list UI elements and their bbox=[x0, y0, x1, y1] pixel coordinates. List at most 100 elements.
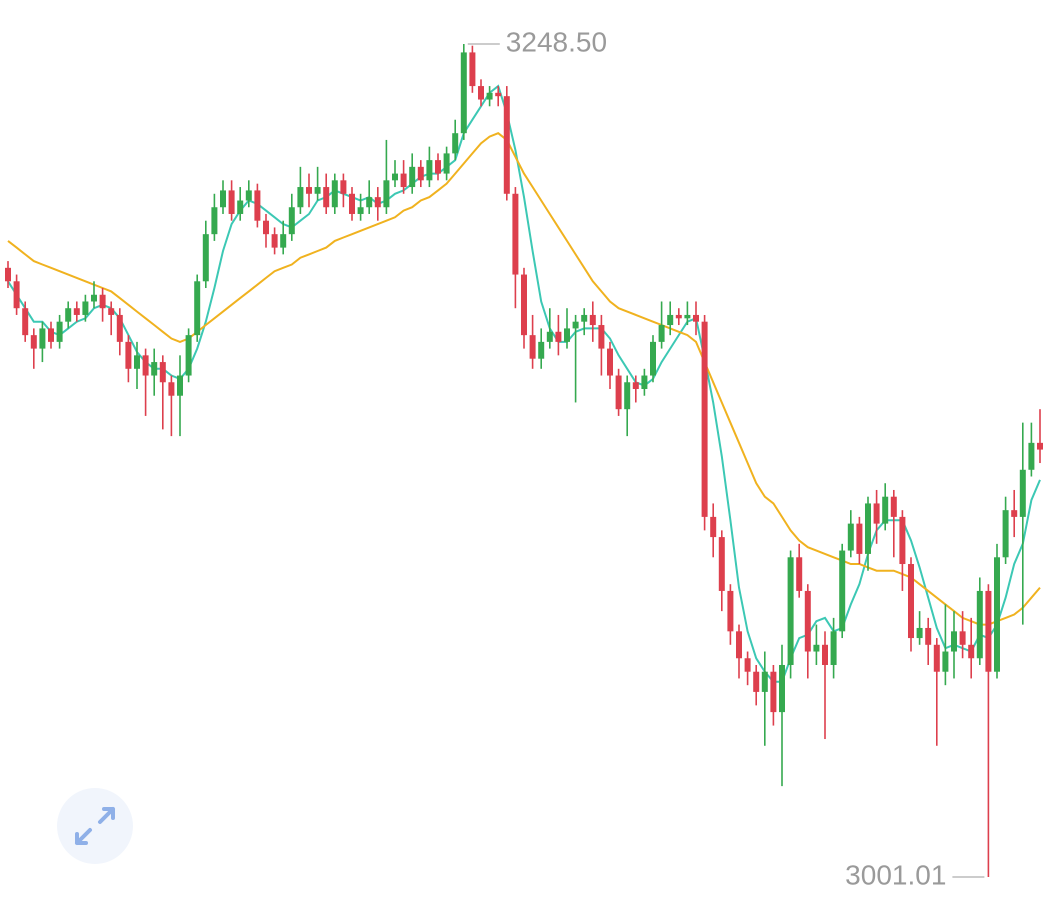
candle-body bbox=[572, 321, 579, 329]
candle-body bbox=[1002, 510, 1009, 558]
candle-body bbox=[177, 375, 183, 396]
candle-body bbox=[56, 321, 63, 342]
candle-body bbox=[99, 294, 106, 309]
candle-body bbox=[976, 590, 983, 659]
candle-body bbox=[693, 314, 699, 322]
candle-body bbox=[546, 331, 553, 342]
candle-body bbox=[417, 166, 424, 181]
candle-body bbox=[263, 220, 269, 235]
candle-body bbox=[1037, 442, 1043, 450]
candle-body bbox=[194, 281, 201, 336]
candle-body bbox=[1011, 510, 1018, 517]
candle-body bbox=[744, 658, 751, 672]
candle-body bbox=[443, 153, 450, 174]
candle-body bbox=[392, 173, 398, 181]
candle-body bbox=[478, 86, 484, 100]
candle-body bbox=[65, 308, 72, 322]
expand-button[interactable] bbox=[57, 788, 133, 864]
candle-body bbox=[82, 301, 89, 315]
candle-body bbox=[813, 644, 820, 652]
candle-body bbox=[589, 314, 596, 326]
candle-body bbox=[942, 651, 949, 672]
candle-body bbox=[632, 382, 639, 389]
candle-body bbox=[323, 187, 330, 208]
candle-body bbox=[288, 207, 295, 235]
candle-body bbox=[211, 207, 218, 235]
candle-body bbox=[727, 590, 734, 632]
candle-body bbox=[495, 92, 502, 97]
candle-body bbox=[882, 496, 889, 524]
candle-body bbox=[718, 537, 725, 591]
candle-body bbox=[314, 187, 321, 194]
candle-body bbox=[220, 190, 226, 208]
candle-body bbox=[452, 133, 459, 154]
annotation-label: 3001.01 bbox=[845, 859, 946, 890]
candle-body bbox=[435, 160, 441, 174]
candle-body bbox=[658, 325, 665, 342]
candle-body bbox=[916, 627, 923, 639]
candle-body bbox=[856, 523, 863, 554]
candle-body bbox=[331, 180, 338, 208]
candle-body bbox=[830, 631, 837, 665]
candle-body bbox=[22, 308, 29, 336]
candle-body bbox=[822, 644, 828, 665]
candle-body bbox=[890, 496, 897, 517]
candle-body bbox=[1028, 442, 1035, 470]
candle-body bbox=[951, 631, 957, 652]
candle-body bbox=[675, 314, 682, 319]
candle-body bbox=[684, 314, 691, 319]
candle-body bbox=[598, 325, 605, 349]
candle-body bbox=[555, 331, 562, 342]
candle-body bbox=[710, 516, 717, 538]
candle-body bbox=[357, 207, 364, 214]
expand-button-bg bbox=[57, 788, 133, 864]
candle-body bbox=[529, 335, 536, 359]
candle-body bbox=[753, 671, 760, 692]
candle-body bbox=[521, 274, 527, 336]
candle-body bbox=[39, 328, 46, 349]
candle-body bbox=[968, 644, 975, 659]
candle-body bbox=[125, 341, 132, 369]
candle-body bbox=[228, 190, 235, 214]
annotation-label: 3248.50 bbox=[506, 26, 607, 57]
candle-body bbox=[796, 557, 803, 591]
candle-body bbox=[1019, 469, 1026, 517]
candle-body bbox=[538, 341, 545, 359]
candle-body bbox=[486, 92, 493, 100]
candle-body bbox=[839, 550, 846, 632]
candle-body bbox=[761, 671, 768, 692]
candle-body bbox=[847, 523, 854, 551]
candle-body bbox=[48, 328, 54, 342]
candle-body bbox=[641, 375, 648, 389]
candle-body bbox=[787, 557, 794, 665]
candle-body bbox=[607, 348, 613, 376]
candle-body bbox=[271, 234, 278, 248]
candle-body bbox=[779, 664, 785, 713]
candle-body bbox=[460, 52, 467, 134]
candle-body bbox=[245, 190, 252, 201]
candle-body bbox=[297, 187, 304, 208]
candle-body bbox=[306, 187, 312, 194]
candle-body bbox=[908, 564, 914, 639]
candle-body bbox=[564, 328, 570, 342]
candle-body bbox=[615, 375, 622, 410]
candle-body bbox=[30, 335, 37, 349]
candle-body bbox=[91, 294, 97, 302]
candle-body bbox=[503, 96, 510, 194]
candle-body bbox=[168, 382, 175, 396]
candle-body bbox=[237, 200, 244, 214]
candle-body bbox=[374, 197, 381, 208]
candle-body bbox=[185, 335, 192, 376]
candle-body bbox=[202, 234, 209, 282]
candle-body bbox=[134, 355, 140, 369]
expand-icon bbox=[75, 807, 115, 845]
candle-body bbox=[770, 671, 777, 713]
candle-body bbox=[959, 631, 966, 645]
candle-body bbox=[736, 631, 742, 659]
candle-body bbox=[994, 557, 1000, 672]
candle-body bbox=[701, 321, 708, 517]
candle-body bbox=[865, 503, 871, 554]
candle-body bbox=[925, 627, 932, 645]
